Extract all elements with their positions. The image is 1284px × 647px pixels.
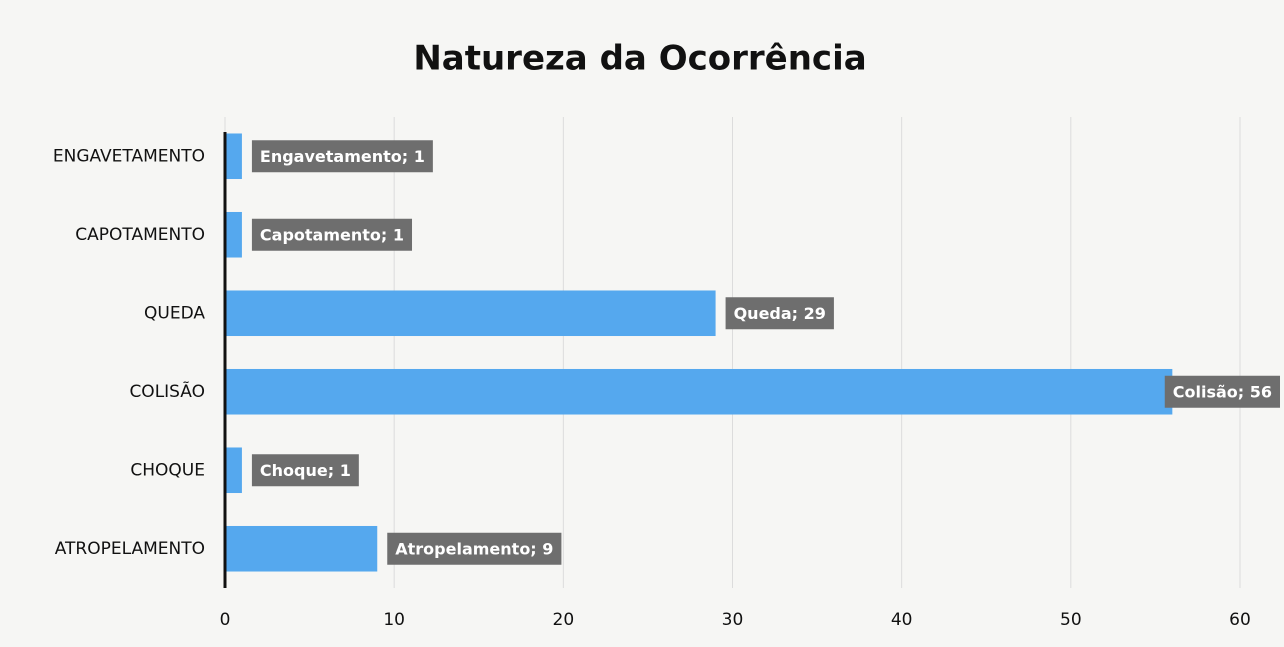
data-label-box — [1164, 375, 1280, 408]
bar — [225, 211, 242, 258]
data-label: Colisão; 56 — [1173, 382, 1272, 401]
data-label: Atropelamento; 9 — [395, 539, 553, 558]
x-tick-label: 10 — [383, 610, 405, 630]
y-tick-label: CHOQUE — [130, 460, 205, 480]
y-tick-label: ATROPELAMENTO — [55, 539, 205, 559]
chart-title: Natureza da Ocorrência — [413, 39, 866, 79]
y-tick-label: COLISÃO — [129, 380, 205, 402]
y-tick-label: ENGAVETAMENTO — [53, 146, 205, 166]
data-label: Capotamento; 1 — [260, 225, 404, 244]
data-label-box — [251, 140, 433, 173]
x-tick-label: 20 — [553, 610, 575, 630]
x-tick-label: 40 — [891, 610, 913, 630]
data-label-box — [251, 218, 413, 251]
y-tick-label: CAPOTAMENTO — [75, 225, 205, 245]
data-label: Queda; 29 — [734, 304, 826, 323]
bar — [225, 525, 378, 572]
data-label-box — [725, 297, 834, 330]
bar — [225, 368, 1173, 415]
x-tick-label: 60 — [1229, 610, 1251, 630]
y-tick-label: QUEDA — [144, 303, 205, 323]
x-tick-label: 0 — [220, 610, 231, 630]
data-label: Engavetamento; 1 — [260, 147, 425, 166]
x-tick-label: 50 — [1060, 610, 1082, 630]
bar — [225, 290, 716, 337]
bar — [225, 133, 242, 180]
bar — [225, 447, 242, 494]
data-label-box — [251, 454, 359, 487]
x-tick-label: 30 — [722, 610, 744, 630]
data-label-box — [387, 532, 562, 565]
data-label: Choque; 1 — [260, 461, 351, 480]
